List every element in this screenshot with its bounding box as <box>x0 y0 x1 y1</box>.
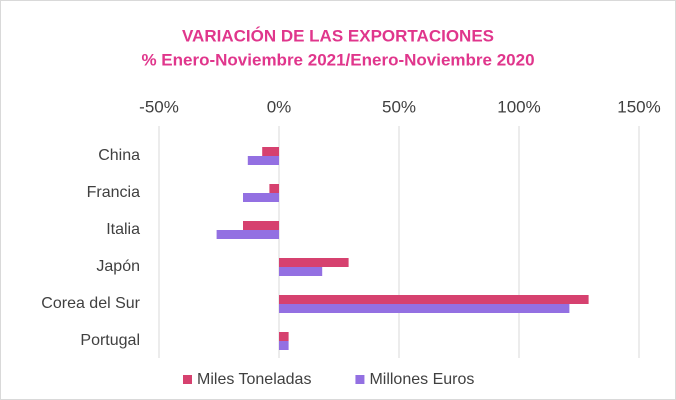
y-tick-label: Francia <box>87 184 140 201</box>
bar <box>247 156 279 165</box>
bar <box>243 193 279 202</box>
bar <box>279 341 289 350</box>
y-tick-label: Corea del Sur <box>41 295 140 312</box>
y-tick-label: Portugal <box>80 332 140 349</box>
bar <box>279 295 589 304</box>
bar <box>279 332 289 341</box>
x-tick-label: 50% <box>382 97 416 116</box>
bar <box>216 230 279 239</box>
bar <box>262 147 279 156</box>
bar <box>243 221 279 230</box>
legend-swatch <box>355 375 365 384</box>
x-tick-label: 0% <box>267 97 292 116</box>
bar <box>279 258 349 267</box>
chart-title: VARIACIÓN DE LAS EXPORTACIONES <box>182 26 494 45</box>
legend-label: Miles Toneladas <box>197 371 311 388</box>
x-tick-label: 150% <box>617 97 660 116</box>
y-tick-label: China <box>98 147 140 164</box>
legend-label: Millones Euros <box>369 371 474 388</box>
bar <box>279 304 570 313</box>
y-tick-label: Japón <box>96 258 140 275</box>
x-tick-label: 100% <box>497 97 540 116</box>
y-tick-label: Italia <box>106 221 140 238</box>
bar <box>279 267 323 276</box>
bar <box>269 184 279 193</box>
x-tick-label: -50% <box>139 97 179 116</box>
legend-swatch <box>183 375 192 384</box>
chart-subtitle: % Enero-Noviembre 2021/Enero-Noviembre 2… <box>141 50 534 69</box>
